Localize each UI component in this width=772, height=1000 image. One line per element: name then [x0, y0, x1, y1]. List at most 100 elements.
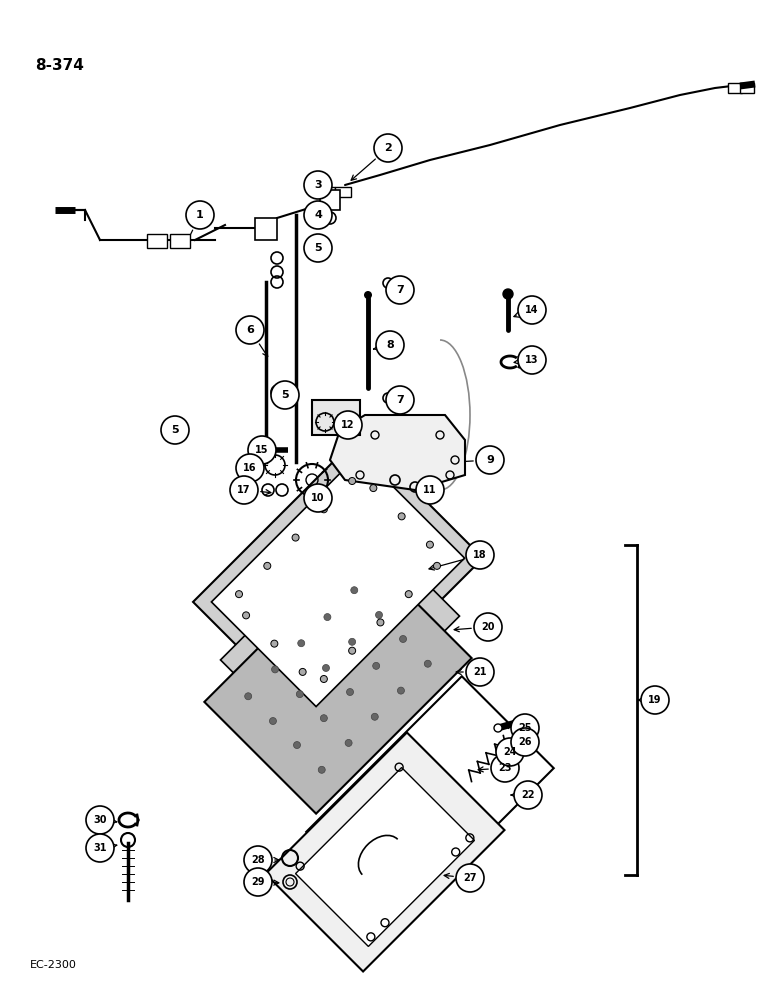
Circle shape — [511, 714, 539, 742]
Circle shape — [186, 201, 214, 229]
Text: 12: 12 — [341, 420, 355, 430]
Circle shape — [503, 289, 513, 299]
Circle shape — [518, 346, 546, 374]
Circle shape — [398, 513, 405, 520]
Circle shape — [374, 134, 402, 162]
Circle shape — [318, 766, 325, 773]
Bar — [319, 187, 335, 197]
Circle shape — [434, 562, 441, 569]
Circle shape — [349, 647, 356, 654]
Bar — [255, 218, 277, 240]
Circle shape — [398, 687, 405, 694]
Text: 23: 23 — [498, 763, 512, 773]
Text: 28: 28 — [251, 855, 265, 865]
Text: 24: 24 — [503, 747, 516, 757]
Text: 8-374: 8-374 — [35, 58, 84, 73]
Polygon shape — [193, 435, 483, 725]
Circle shape — [386, 386, 414, 414]
Circle shape — [371, 713, 378, 720]
Circle shape — [242, 612, 249, 619]
Circle shape — [349, 478, 356, 485]
Circle shape — [347, 689, 354, 696]
Polygon shape — [306, 676, 554, 924]
Text: 13: 13 — [525, 355, 539, 365]
Text: 2: 2 — [384, 143, 392, 153]
Circle shape — [304, 484, 332, 512]
Text: 11: 11 — [423, 485, 437, 495]
Circle shape — [271, 381, 299, 409]
Circle shape — [304, 171, 332, 199]
Text: EC-2300: EC-2300 — [30, 960, 77, 970]
Circle shape — [350, 587, 357, 594]
Circle shape — [373, 662, 380, 669]
Circle shape — [474, 613, 502, 641]
Circle shape — [293, 742, 300, 749]
Text: 18: 18 — [473, 550, 487, 560]
Circle shape — [320, 715, 327, 722]
Bar — [170, 234, 190, 248]
Circle shape — [304, 201, 332, 229]
Circle shape — [271, 640, 278, 647]
Circle shape — [376, 331, 404, 359]
Circle shape — [491, 754, 519, 782]
Text: 21: 21 — [473, 667, 487, 677]
Circle shape — [334, 411, 362, 439]
Circle shape — [272, 666, 279, 673]
Circle shape — [161, 416, 189, 444]
Circle shape — [416, 476, 444, 504]
Circle shape — [466, 541, 494, 569]
Circle shape — [641, 686, 669, 714]
Text: 7: 7 — [396, 285, 404, 295]
Circle shape — [299, 668, 306, 675]
Circle shape — [370, 485, 377, 492]
Circle shape — [264, 562, 271, 569]
Text: 5: 5 — [281, 390, 289, 400]
Circle shape — [296, 691, 303, 698]
Text: 7: 7 — [396, 395, 404, 405]
Text: 20: 20 — [481, 622, 495, 632]
Text: 8: 8 — [386, 340, 394, 350]
Circle shape — [320, 675, 327, 682]
Circle shape — [230, 476, 258, 504]
Bar — [728, 83, 742, 93]
Circle shape — [298, 640, 305, 647]
Circle shape — [244, 846, 272, 874]
Bar — [740, 83, 754, 93]
Text: 3: 3 — [314, 180, 322, 190]
Text: 22: 22 — [521, 790, 535, 800]
Text: 5: 5 — [314, 243, 322, 253]
Polygon shape — [212, 453, 465, 707]
Text: 4: 4 — [314, 210, 322, 220]
Circle shape — [86, 834, 114, 862]
Circle shape — [426, 541, 433, 548]
Circle shape — [245, 693, 252, 700]
Text: 26: 26 — [518, 737, 532, 747]
Circle shape — [269, 718, 276, 725]
Circle shape — [248, 436, 276, 464]
Text: 14: 14 — [525, 305, 539, 315]
Circle shape — [323, 664, 330, 671]
Text: 17: 17 — [237, 485, 251, 495]
Text: 5: 5 — [171, 425, 179, 435]
Text: 29: 29 — [251, 877, 265, 887]
Circle shape — [511, 728, 539, 756]
Circle shape — [244, 868, 272, 896]
Text: 1: 1 — [196, 210, 204, 220]
Bar — [335, 187, 351, 197]
Circle shape — [292, 534, 299, 541]
Polygon shape — [221, 518, 459, 758]
Text: 25: 25 — [518, 723, 532, 733]
Circle shape — [304, 234, 332, 262]
Text: 31: 31 — [93, 843, 107, 853]
Text: 16: 16 — [243, 463, 257, 473]
Circle shape — [476, 446, 504, 474]
Bar — [312, 400, 360, 435]
Circle shape — [466, 658, 494, 686]
Polygon shape — [330, 415, 465, 490]
Circle shape — [494, 724, 502, 732]
Circle shape — [400, 635, 407, 642]
Bar — [320, 190, 340, 210]
Circle shape — [235, 591, 242, 598]
Text: 27: 27 — [463, 873, 477, 883]
Circle shape — [518, 296, 546, 324]
